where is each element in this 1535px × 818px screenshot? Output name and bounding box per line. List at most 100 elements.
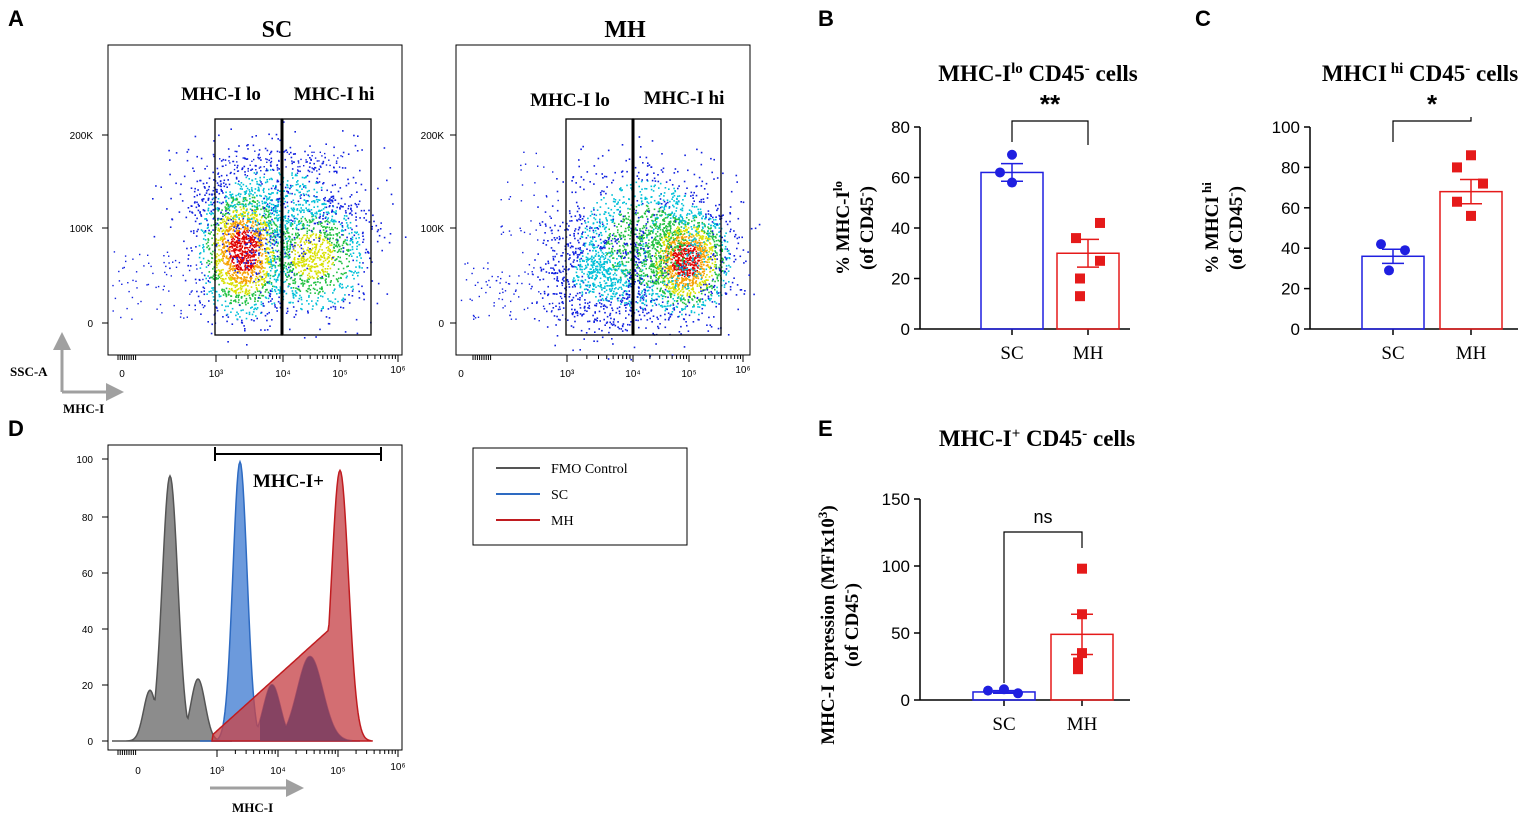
event-dot xyxy=(293,256,296,259)
event-dot xyxy=(294,246,296,248)
event-dot xyxy=(274,242,276,244)
event-dot xyxy=(241,237,244,240)
event-dot xyxy=(276,218,279,220)
event-dot xyxy=(272,259,275,262)
event-dot xyxy=(674,268,676,271)
event-dot xyxy=(202,247,204,249)
event-dot xyxy=(694,296,696,299)
event-dot xyxy=(377,282,380,285)
event-dot xyxy=(247,213,249,215)
event-dot xyxy=(642,245,644,248)
event-dot xyxy=(228,183,231,186)
event-dot xyxy=(348,205,350,207)
event-dot xyxy=(274,304,276,306)
event-dot xyxy=(232,237,234,239)
event-dot xyxy=(223,185,226,188)
event-dot xyxy=(285,237,288,240)
event-dot xyxy=(178,261,181,264)
event-dot xyxy=(252,222,254,224)
event-dot xyxy=(250,187,253,189)
event-dot xyxy=(285,228,287,230)
event-dot xyxy=(651,285,653,288)
event-dot xyxy=(668,232,671,234)
event-dot xyxy=(286,245,289,247)
event-dot xyxy=(350,204,353,207)
event-dot xyxy=(295,183,298,186)
event-dot xyxy=(271,290,274,293)
event-dot xyxy=(277,242,279,245)
event-dot xyxy=(678,288,680,291)
event-dot xyxy=(680,248,682,250)
event-dot xyxy=(316,276,318,279)
event-dot xyxy=(263,201,266,203)
event-dot xyxy=(642,280,644,283)
event-dot xyxy=(274,224,277,226)
event-dot xyxy=(237,277,239,279)
event-dot xyxy=(282,231,285,233)
event-dot xyxy=(284,273,287,275)
event-dot xyxy=(292,279,294,282)
event-dot xyxy=(261,216,263,218)
event-dot xyxy=(268,261,270,263)
event-dot xyxy=(256,277,259,279)
event-dot xyxy=(229,222,232,225)
event-dot xyxy=(230,279,233,281)
event-dot xyxy=(315,284,317,286)
event-dot xyxy=(681,222,683,224)
event-dot xyxy=(277,203,280,206)
event-dot xyxy=(354,212,357,215)
event-dot xyxy=(291,251,293,253)
event-dot xyxy=(217,219,219,221)
event-dot xyxy=(199,253,201,255)
event-dot xyxy=(224,226,227,229)
event-dot xyxy=(253,196,256,199)
event-dot xyxy=(285,252,288,255)
event-dot xyxy=(363,298,365,301)
event-dot xyxy=(683,267,686,269)
event-dot xyxy=(229,162,231,164)
event-dot xyxy=(247,217,250,219)
event-dot xyxy=(236,284,238,286)
event-dot xyxy=(342,307,345,309)
event-dot xyxy=(293,279,296,282)
event-dot xyxy=(194,187,196,190)
event-dot xyxy=(203,305,206,307)
event-dot xyxy=(235,254,238,257)
event-dot xyxy=(248,202,251,205)
event-dot xyxy=(314,253,316,255)
event-dot xyxy=(300,274,303,277)
event-dot xyxy=(237,194,239,196)
event-dot xyxy=(217,277,219,280)
event-dot xyxy=(345,212,347,214)
event-dot xyxy=(256,206,259,209)
event-dot xyxy=(131,296,134,299)
event-dot xyxy=(215,238,217,240)
event-dot xyxy=(195,246,197,248)
event-dot xyxy=(726,257,729,259)
dotplot-sc-events xyxy=(112,121,407,346)
event-dot xyxy=(211,193,213,195)
event-dot xyxy=(221,278,224,280)
event-dot xyxy=(727,249,730,252)
event-dot xyxy=(270,290,272,292)
event-dot xyxy=(261,262,264,265)
event-dot xyxy=(252,292,255,295)
event-dot xyxy=(336,171,338,174)
event-dot xyxy=(202,286,205,289)
event-dot xyxy=(321,286,323,288)
event-dot xyxy=(278,256,280,258)
event-dot xyxy=(232,220,234,223)
event-dot xyxy=(293,222,296,224)
event-dot xyxy=(654,217,657,219)
event-dot xyxy=(278,274,280,276)
event-dot xyxy=(320,262,323,265)
event-dot xyxy=(276,230,278,233)
event-dot xyxy=(237,223,239,225)
event-dot xyxy=(283,190,285,192)
event-dot xyxy=(716,290,718,293)
event-dot xyxy=(220,253,222,255)
event-dot xyxy=(297,160,300,162)
event-dot xyxy=(225,204,228,206)
event-dot xyxy=(239,248,241,250)
event-dot xyxy=(226,219,228,221)
